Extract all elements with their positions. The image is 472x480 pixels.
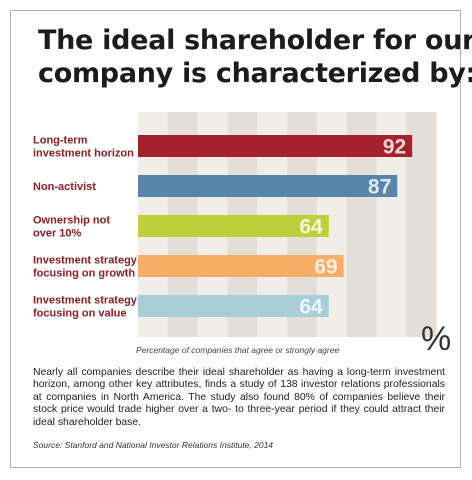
- category-label: Investment strategy: [33, 295, 138, 307]
- bar-value-label: 64: [299, 216, 323, 239]
- chart-caption: Percentage of companies that agree or st…: [136, 345, 340, 355]
- figure-frame: [10, 10, 461, 468]
- bar-value-label: 69: [314, 256, 337, 279]
- chart-title: The ideal shareholder for our company is…: [38, 24, 472, 90]
- bar: [138, 135, 413, 157]
- category-label: investment horizon: [33, 148, 134, 160]
- category-label: Ownership not: [33, 215, 110, 227]
- bar-value-label: 92: [383, 136, 406, 159]
- percent-unit-symbol: %: [421, 320, 452, 358]
- chart-title-line-2: company is characterized by:: [38, 58, 472, 89]
- category-label: Long-term: [33, 135, 88, 147]
- chart-title-line-1: The ideal shareholder for our: [38, 25, 472, 56]
- source-note: Source: Stanford and National Investor R…: [33, 440, 274, 450]
- category-label: focusing on value: [33, 308, 127, 320]
- bar: [138, 175, 398, 197]
- body-text: Nearly all companies describe their idea…: [33, 367, 445, 428]
- bar: [138, 255, 344, 277]
- category-label: over 10%: [33, 228, 82, 240]
- bar: [138, 295, 329, 317]
- bar-value-label: 64: [299, 296, 323, 319]
- category-label: focusing on growth: [33, 268, 135, 280]
- category-label: Investment strategy: [33, 255, 138, 267]
- category-label: Non-activist: [33, 181, 96, 193]
- bar-value-label: 87: [368, 176, 391, 199]
- bar: [138, 215, 329, 237]
